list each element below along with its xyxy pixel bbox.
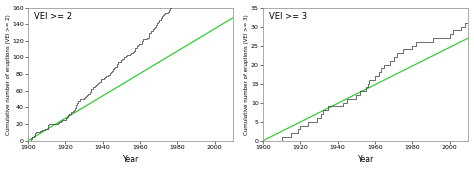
X-axis label: Year: Year bbox=[122, 155, 139, 164]
Y-axis label: Cumulative number of eruptions (VEI >= 2): Cumulative number of eruptions (VEI >= 2… bbox=[6, 14, 10, 134]
Text: VEI >= 3: VEI >= 3 bbox=[269, 12, 307, 21]
Y-axis label: Cumulative number of eruptions (VEI >= 3): Cumulative number of eruptions (VEI >= 3… bbox=[245, 14, 249, 134]
X-axis label: Year: Year bbox=[357, 155, 374, 164]
Text: VEI >= 2: VEI >= 2 bbox=[34, 12, 72, 21]
